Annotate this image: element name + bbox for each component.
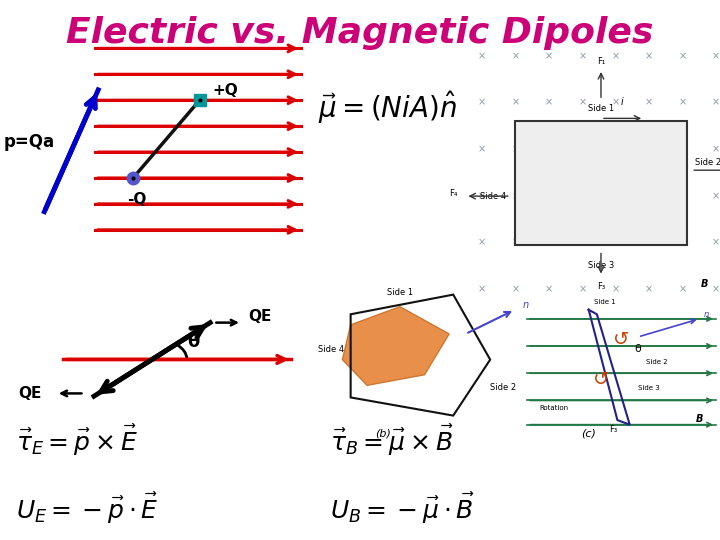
Text: ×: × (478, 98, 486, 108)
Text: ×: × (645, 285, 653, 294)
Text: n: n (703, 310, 708, 319)
Text: F₃: F₃ (609, 425, 617, 434)
Text: ×: × (578, 285, 586, 294)
Text: ×: × (611, 238, 620, 248)
Text: ×: × (478, 238, 486, 248)
Text: Side 1: Side 1 (588, 104, 614, 113)
Text: QE: QE (248, 309, 271, 324)
Text: ×: × (545, 145, 553, 154)
Text: Side 3: Side 3 (588, 261, 614, 270)
Text: p=Qa: p=Qa (3, 133, 54, 151)
Text: ×: × (545, 285, 553, 294)
Text: ×: × (478, 145, 486, 154)
Text: ↺: ↺ (613, 329, 630, 348)
Text: ×: × (611, 98, 620, 108)
Text: Side 1: Side 1 (387, 288, 413, 296)
Text: (b): (b) (376, 429, 392, 439)
Text: Side 2: Side 2 (646, 359, 667, 365)
Text: ×: × (678, 285, 687, 294)
Text: i: i (621, 97, 623, 107)
Text: ×: × (478, 51, 486, 61)
Text: ×: × (578, 145, 586, 154)
Text: ×: × (678, 51, 687, 61)
Text: ×: × (545, 191, 553, 201)
Polygon shape (343, 307, 449, 386)
Text: ×: × (611, 51, 620, 61)
Text: ↺: ↺ (593, 370, 609, 389)
Text: ×: × (611, 285, 620, 294)
Text: ×: × (578, 51, 586, 61)
Text: F₄: F₄ (449, 189, 457, 198)
Bar (515, 121, 687, 245)
Text: ×: × (545, 51, 553, 61)
Text: ×: × (712, 191, 720, 201)
Text: ×: × (678, 145, 687, 154)
Text: ×: × (511, 238, 519, 248)
Text: ×: × (678, 98, 687, 108)
Text: Side 3: Side 3 (638, 385, 660, 391)
Text: Side 4: Side 4 (480, 192, 507, 201)
Text: $\vec{\tau}_E = \vec{p} \times \vec{E}$: $\vec{\tau}_E = \vec{p} \times \vec{E}$ (16, 423, 138, 458)
Text: ×: × (712, 98, 720, 108)
Text: ×: × (478, 191, 486, 201)
Text: ×: × (511, 191, 519, 201)
Text: Rotation: Rotation (539, 404, 569, 410)
Text: F₁: F₁ (597, 57, 605, 66)
Text: θ: θ (187, 333, 199, 351)
Text: -Q: -Q (127, 192, 146, 207)
Text: θ: θ (634, 344, 642, 354)
Text: $U_B = -\vec{\mu} \cdot \vec{B}$: $U_B = -\vec{\mu} \cdot \vec{B}$ (330, 491, 474, 526)
Text: ×: × (545, 238, 553, 248)
Text: Side 2: Side 2 (490, 383, 516, 392)
Text: ×: × (645, 191, 653, 201)
Text: Side 4: Side 4 (318, 345, 344, 354)
Text: ×: × (511, 98, 519, 108)
Text: QE: QE (18, 386, 41, 401)
Text: Side 2: Side 2 (696, 158, 720, 167)
Text: ×: × (511, 51, 519, 61)
Text: B: B (701, 279, 708, 289)
Text: n: n (523, 300, 529, 310)
Text: ×: × (712, 145, 720, 154)
Text: ×: × (511, 145, 519, 154)
Text: ×: × (678, 191, 687, 201)
Text: +Q: +Q (212, 83, 238, 98)
Text: ×: × (645, 98, 653, 108)
Text: $U_E = -\vec{p} \cdot \vec{E}$: $U_E = -\vec{p} \cdot \vec{E}$ (16, 491, 158, 526)
Text: $\vec{\mu} = (NiA)\hat{n}$: $\vec{\mu} = (NiA)\hat{n}$ (318, 90, 456, 126)
Text: ×: × (645, 145, 653, 154)
Text: Side 1: Side 1 (594, 299, 616, 305)
Text: ×: × (645, 51, 653, 61)
Text: ×: × (545, 98, 553, 108)
Text: ×: × (712, 285, 720, 294)
Text: $\vec{\tau}_B = \vec{\mu} \times \vec{B}$: $\vec{\tau}_B = \vec{\mu} \times \vec{B}… (330, 423, 454, 458)
Text: ×: × (578, 98, 586, 108)
Text: ×: × (678, 238, 687, 248)
Text: ×: × (712, 51, 720, 61)
Text: ×: × (511, 285, 519, 294)
Text: ×: × (478, 285, 486, 294)
Text: ×: × (578, 191, 586, 201)
Text: ×: × (712, 238, 720, 248)
Text: B: B (696, 414, 703, 424)
Text: ×: × (578, 238, 586, 248)
Text: Electric vs. Magnetic Dipoles: Electric vs. Magnetic Dipoles (66, 16, 654, 50)
Text: F₃: F₃ (597, 282, 605, 292)
Text: ×: × (611, 145, 620, 154)
Text: ×: × (611, 191, 620, 201)
Text: (c): (c) (581, 429, 596, 439)
Text: ×: × (645, 238, 653, 248)
